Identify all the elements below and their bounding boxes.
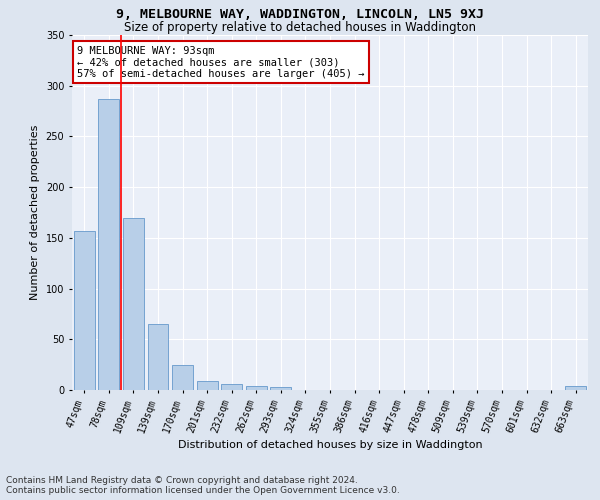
- Text: Size of property relative to detached houses in Waddington: Size of property relative to detached ho…: [124, 21, 476, 34]
- Bar: [148, 324, 169, 390]
- Bar: [246, 386, 267, 390]
- Bar: [123, 218, 144, 390]
- Bar: [74, 231, 95, 390]
- Bar: [98, 99, 119, 390]
- Bar: [271, 387, 292, 390]
- Bar: [221, 384, 242, 390]
- Text: Contains HM Land Registry data © Crown copyright and database right 2024.
Contai: Contains HM Land Registry data © Crown c…: [6, 476, 400, 495]
- Bar: [565, 386, 586, 390]
- Text: 9 MELBOURNE WAY: 93sqm
← 42% of detached houses are smaller (303)
57% of semi-de: 9 MELBOURNE WAY: 93sqm ← 42% of detached…: [77, 46, 365, 79]
- Text: 9, MELBOURNE WAY, WADDINGTON, LINCOLN, LN5 9XJ: 9, MELBOURNE WAY, WADDINGTON, LINCOLN, L…: [116, 8, 484, 20]
- Bar: [197, 381, 218, 390]
- Y-axis label: Number of detached properties: Number of detached properties: [30, 125, 40, 300]
- X-axis label: Distribution of detached houses by size in Waddington: Distribution of detached houses by size …: [178, 440, 482, 450]
- Bar: [172, 364, 193, 390]
